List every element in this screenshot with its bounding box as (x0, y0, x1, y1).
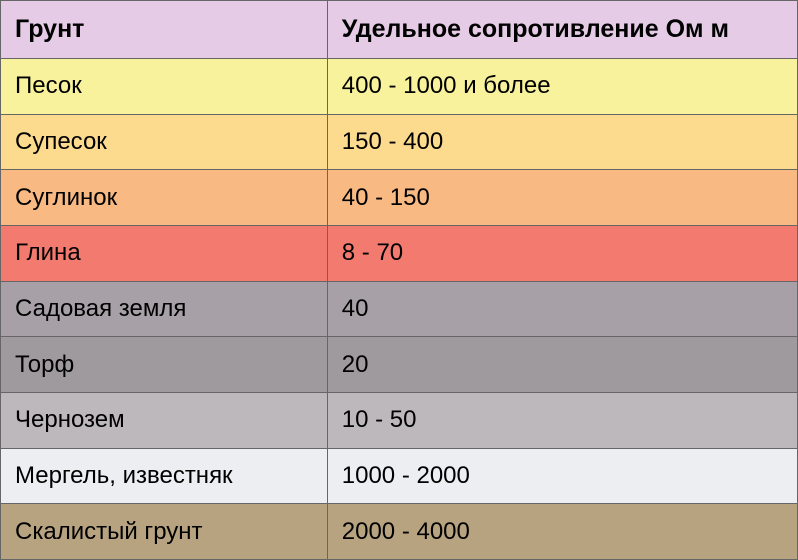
table-body: Песок400 - 1000 и болееСупесок150 - 400С… (1, 59, 798, 560)
cell-resistivity: 40 (327, 281, 797, 337)
cell-resistivity: 150 - 400 (327, 114, 797, 170)
cell-soil: Песок (1, 59, 328, 115)
cell-resistivity: 40 - 150 (327, 170, 797, 226)
soil-resistivity-table: Грунт Удельное сопротивление Ом м Песок4… (0, 0, 798, 560)
cell-soil: Глина (1, 225, 328, 281)
table-row: Садовая земля40 (1, 281, 798, 337)
cell-resistivity: 8 - 70 (327, 225, 797, 281)
cell-resistivity: 20 (327, 337, 797, 393)
cell-soil: Торф (1, 337, 328, 393)
table-row: Глина8 - 70 (1, 225, 798, 281)
table-row: Суглинок40 - 150 (1, 170, 798, 226)
cell-resistivity: 400 - 1000 и более (327, 59, 797, 115)
table-row: Супесок150 - 400 (1, 114, 798, 170)
cell-soil: Супесок (1, 114, 328, 170)
cell-soil: Скалистый грунт (1, 504, 328, 560)
table-header-row: Грунт Удельное сопротивление Ом м (1, 1, 798, 59)
cell-resistivity: 2000 - 4000 (327, 504, 797, 560)
cell-soil: Чернозем (1, 392, 328, 448)
table-row: Торф20 (1, 337, 798, 393)
table-row: Песок400 - 1000 и более (1, 59, 798, 115)
cell-soil: Садовая земля (1, 281, 328, 337)
header-soil: Грунт (1, 1, 328, 59)
table-row: Скалистый грунт2000 - 4000 (1, 504, 798, 560)
header-resistivity: Удельное сопротивление Ом м (327, 1, 797, 59)
cell-resistivity: 10 - 50 (327, 392, 797, 448)
cell-resistivity: 1000 - 2000 (327, 448, 797, 504)
table-row: Мергель, известняк1000 - 2000 (1, 448, 798, 504)
table-row: Чернозем10 - 50 (1, 392, 798, 448)
cell-soil: Мергель, известняк (1, 448, 328, 504)
cell-soil: Суглинок (1, 170, 328, 226)
